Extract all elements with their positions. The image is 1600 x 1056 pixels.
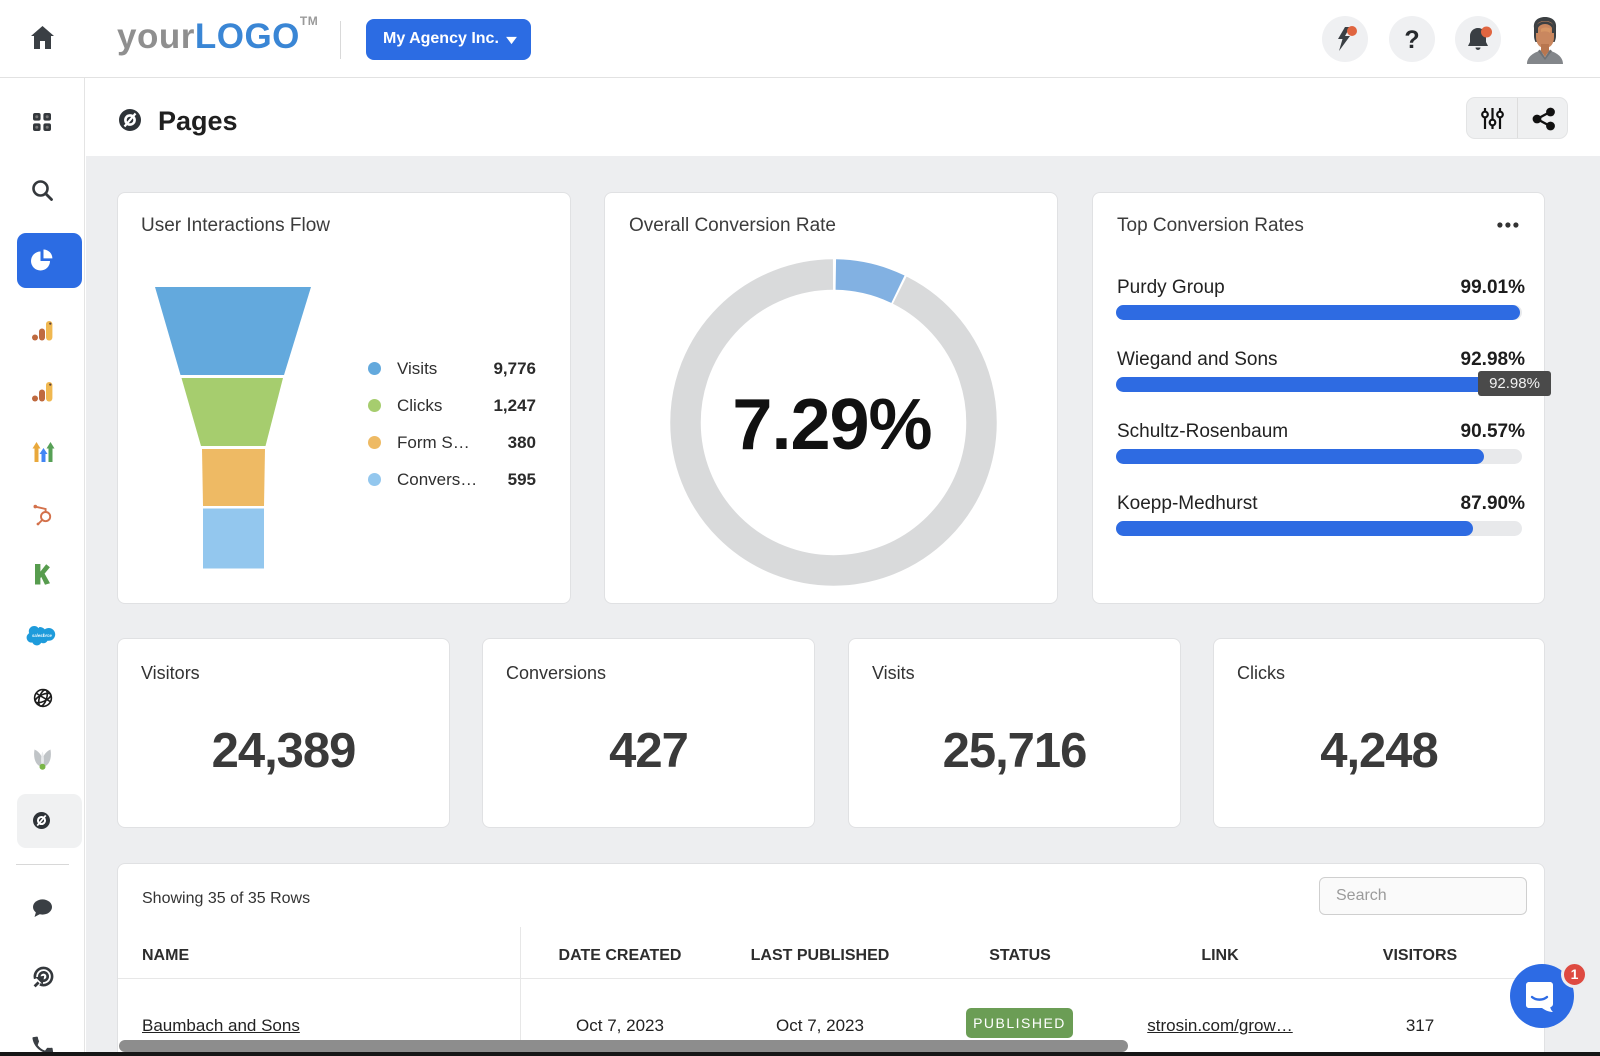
svg-text:salesf: salesf [32,633,44,638]
svg-text:orce: orce [43,633,53,638]
